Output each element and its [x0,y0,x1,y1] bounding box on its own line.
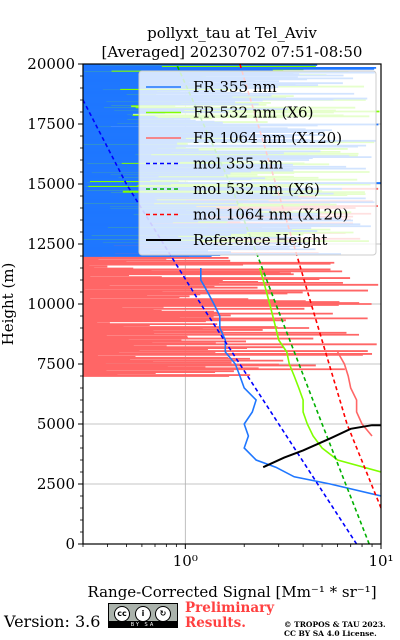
y-tick-label: 17500 [27,115,75,133]
y-tick-label: 10000 [27,295,75,313]
copyright-notice: © TROPOS & TAU 2023. CC BY SA 4.0 Licens… [284,620,386,638]
share-alike-icon: ↻ [155,606,171,622]
legend-label: mol 1064 nm (X120) [193,206,348,224]
copyright-line-2: CC BY SA 4.0 License. [284,629,377,638]
x-axis-label: Range-Corrected Signal [Mm⁻¹ * sr⁻¹] [87,583,376,600]
cc-strip [109,621,177,627]
y-tick-label: 7500 [37,355,75,373]
legend-label: FR 1064 nm (X120) [193,129,342,147]
legend-label: mol 355 nm [193,155,283,173]
preliminary-line-2: Results. [185,615,246,631]
y-axis-label: Height (m) [0,263,17,346]
lidar-profile-chart: pollyxt_tau at Tel_Aviv [Averaged] 20230… [0,24,394,600]
legend-box [138,70,377,256]
legend-label: mol 532 nm (X6) [193,180,320,198]
version-label: Version: 3.6 [4,612,101,631]
legend-label: FR 355 nm [193,78,277,96]
x-tick-label: 10¹ [368,552,393,570]
series-line-mol-355-nm [83,99,358,544]
cc-license-badge[interactable]: cc i ↻ BY SA [108,603,178,628]
cc-badge-label: BY SA [130,622,156,628]
plot-area: 0 2500 5000 7500 10000 12500 15000 17500 20000 10… [27,55,393,570]
copyright-line-1: © TROPOS & TAU 2023. [284,620,386,629]
legend-label: Reference Height [193,231,327,249]
y-tick-label: 0 [65,535,75,553]
preliminary-line-1: Preliminary [185,600,275,616]
x-tick-label: 10⁰ [173,552,198,570]
y-tick-label: 12500 [27,235,75,253]
preliminary-notice: Preliminary Results. [185,601,274,631]
footer: Version: 3.6 cc i ↻ BY SA Preliminary Re… [0,600,400,640]
cc-icon: cc [114,606,130,622]
chart-title: pollyxt_tau at Tel_Aviv [147,24,317,42]
y-tick-label: 5000 [37,415,75,433]
y-tick-label: 20000 [27,55,75,73]
chart-subtitle: [Averaged] 20230702 07:51-08:50 [102,43,363,61]
y-tick-label: 2500 [37,475,75,493]
legend-label: FR 532 nm (X6) [193,104,313,122]
series-line-fr-1064-nm-x120 [336,351,373,437]
legend: FR 355 nm FR 532 nm (X6) FR 1064 nm (X120)… [138,70,377,256]
series-line-fr-532-nm-x6 [258,267,381,473]
attribution-icon: i [135,606,151,622]
series-line-reference-height [262,424,381,469]
y-tick-label: 15000 [27,175,75,193]
